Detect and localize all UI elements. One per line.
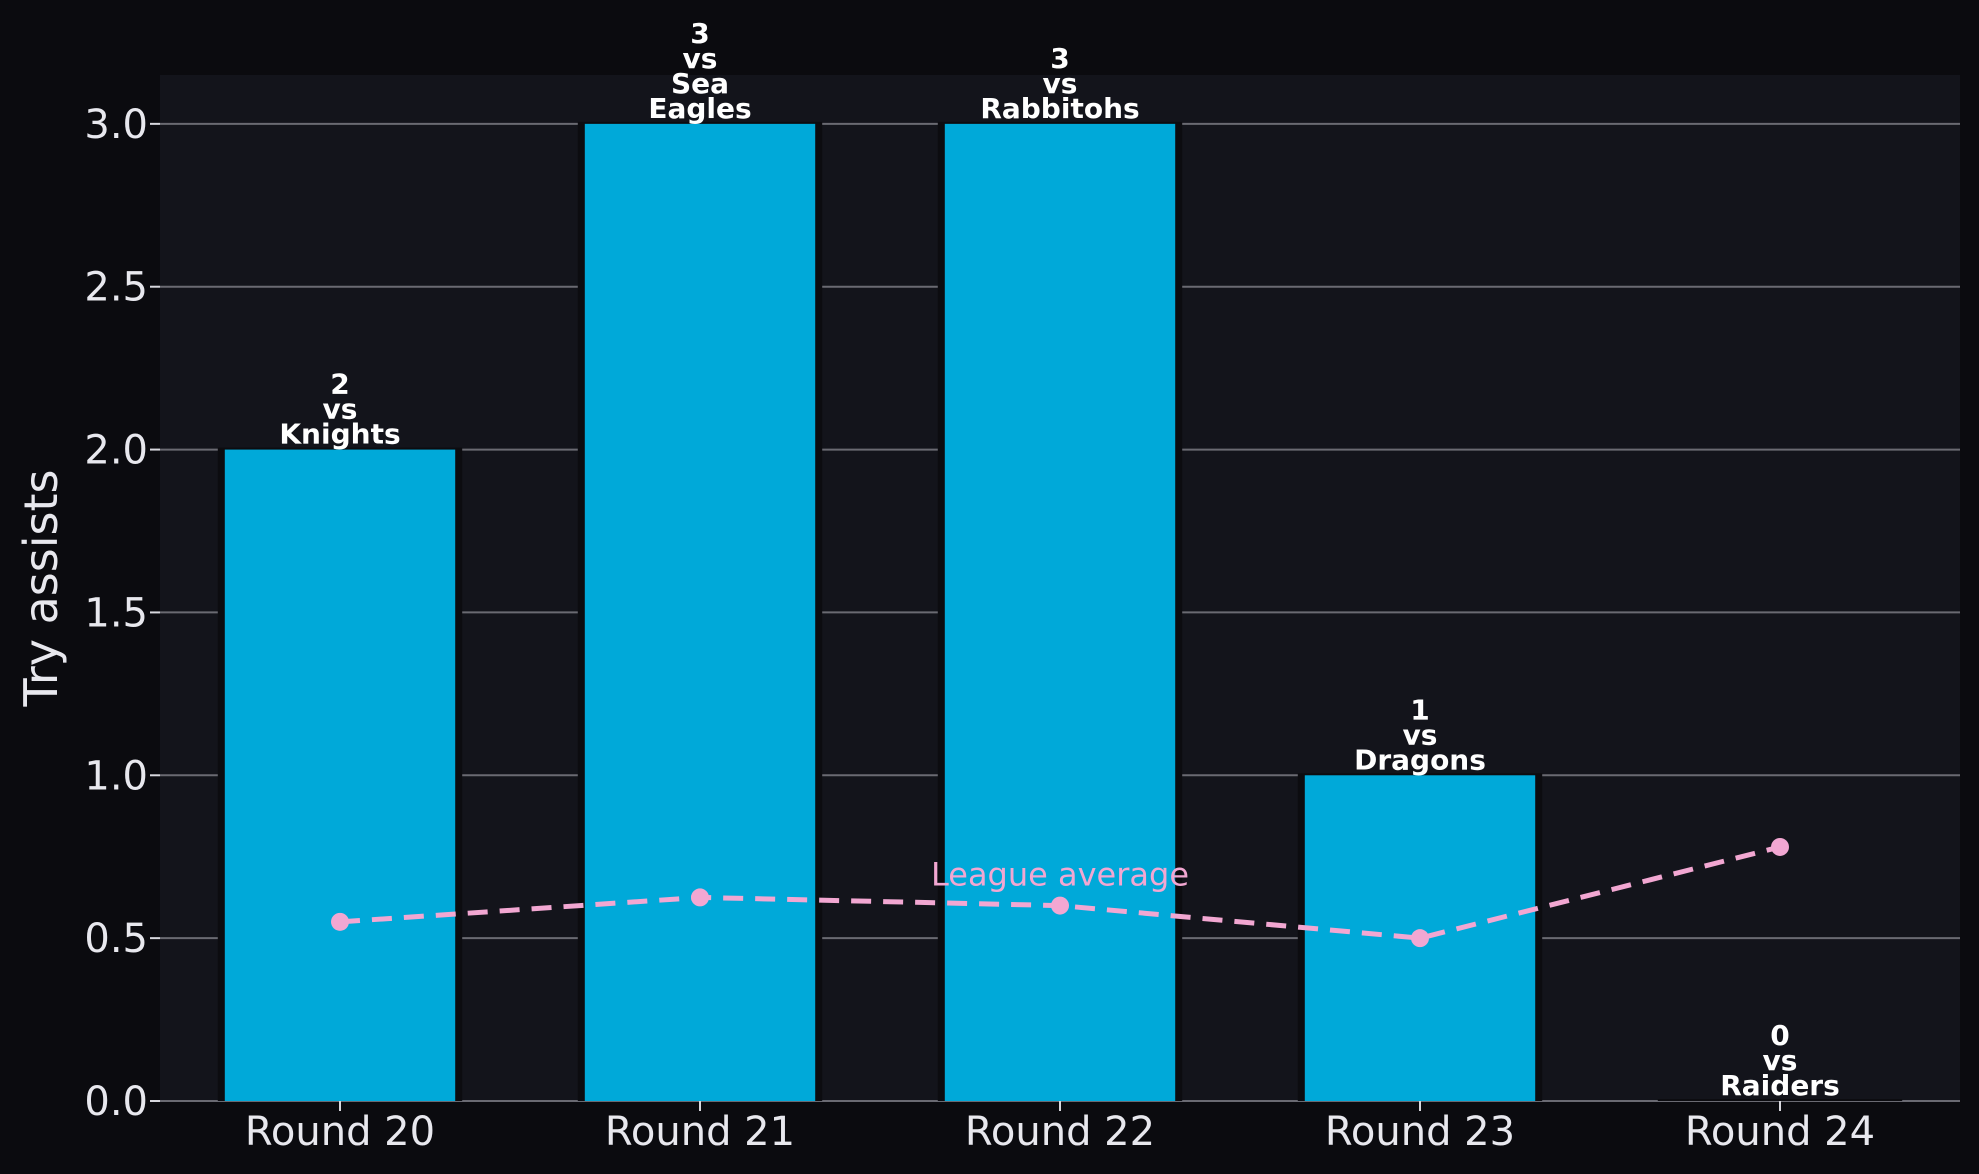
bar [944, 123, 1176, 1102]
league-average-point [1051, 896, 1069, 915]
league-average-series: League average [331, 837, 1789, 948]
bar-label-line: vs [1763, 1044, 1798, 1077]
bar-label-line: Sea [671, 67, 729, 100]
y-tick-label: 2.5 [84, 265, 148, 311]
y-tick-label: 0.0 [84, 1079, 148, 1125]
bar-outline [1657, 1099, 1903, 1101]
bar-label-line: 3 [690, 17, 709, 50]
y-tick-label: 1.0 [84, 753, 148, 799]
x-tick-label: Round 23 [1325, 1109, 1515, 1155]
league-average-label: League average [931, 856, 1189, 894]
y-tick-label: 1.5 [84, 590, 148, 636]
x-tick-label: Round 20 [245, 1109, 435, 1155]
bar-label-line: Raiders [1720, 1069, 1840, 1102]
league-average-point [1771, 837, 1789, 856]
bar-label-line: 3 [1050, 42, 1069, 75]
bar-label-line: Dragons [1354, 743, 1486, 776]
bar-label-line: vs [1043, 67, 1078, 100]
bar [584, 123, 816, 1102]
bar-label-line: Knights [279, 418, 400, 451]
y-axis-ticks: 0.0 0.5 1.0 1.5 2.0 2.5 3.0 [84, 102, 160, 1125]
x-tick-label: Round 22 [965, 1109, 1155, 1155]
x-tick-label: Round 21 [605, 1109, 795, 1155]
y-tick-label: 0.5 [84, 916, 148, 962]
league-average-point [691, 888, 709, 907]
bars [217, 121, 1903, 1102]
bar-label-line: 1 [1410, 693, 1429, 726]
y-tick-label: 2.0 [84, 428, 148, 474]
league-average-point [1411, 929, 1429, 948]
bar-labels: 2vsKnights3vsSeaEagles3vsRabbitohs1vsDra… [279, 17, 1839, 1102]
bar-label-line: 0 [1770, 1019, 1789, 1052]
y-axis-label: Try assists [14, 470, 68, 708]
bar-label-line: vs [1403, 718, 1438, 751]
bar-label-line: 2 [330, 368, 349, 401]
x-tick-label: Round 24 [1685, 1109, 1875, 1155]
bar-label-line: vs [683, 42, 718, 75]
bar [224, 449, 456, 1102]
x-axis-ticks: Round 20 Round 21 Round 22 Round 23 Round 24 [245, 1101, 1875, 1155]
bar-label-line: vs [323, 393, 358, 426]
y-tick-label: 3.0 [84, 102, 148, 148]
bar-label-line: Eagles [648, 92, 751, 125]
league-average-point [331, 912, 349, 931]
bar-label-line: Rabbitohs [980, 92, 1139, 125]
